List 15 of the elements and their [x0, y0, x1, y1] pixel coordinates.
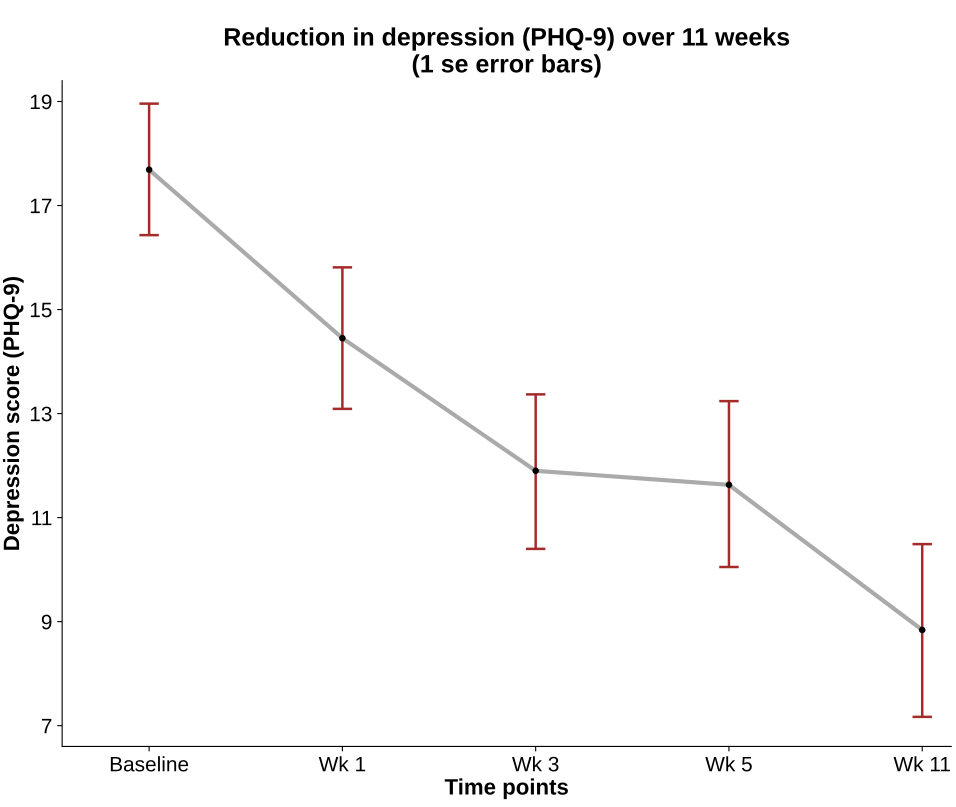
x-tick-label: Wk 1: [318, 756, 366, 772]
x-tick-label: Wk 11: [894, 756, 950, 772]
y-tick-label: 13: [30, 406, 52, 422]
y-tick-label: 19: [30, 94, 52, 110]
y-tick-label: 11: [32, 510, 52, 526]
x-tick-label: Wk 3: [512, 756, 558, 772]
x-tick-label: Wk 5: [705, 756, 752, 772]
y-tick-label: 17: [30, 198, 52, 214]
x-tick-label: Baseline: [110, 756, 188, 772]
y-tick-label: 9: [42, 614, 52, 630]
y-axis-title: Depression score (PHQ-9): [2, 276, 24, 550]
x-axis-title: Time points: [444, 778, 568, 800]
y-tick-label: 15: [30, 302, 52, 318]
chart-title: Reduction in depression (PHQ-9) over 11 weeks (1 se error bars): [224, 27, 790, 78]
y-tick-label: 7: [42, 718, 52, 734]
